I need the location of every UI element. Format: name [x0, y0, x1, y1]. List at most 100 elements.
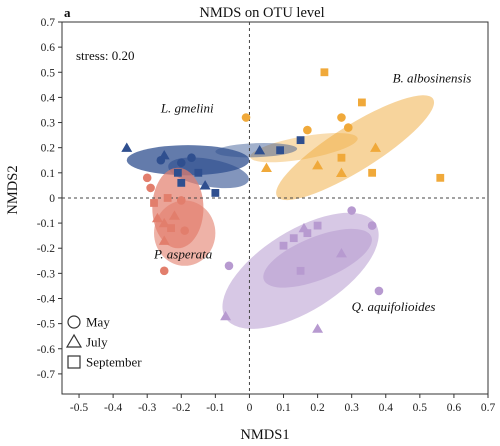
legend-july-text: July — [86, 335, 108, 350]
x-tick-label: -0.1 — [206, 402, 224, 414]
plot-border — [61, 21, 489, 395]
x-tick-label: 0.6 — [447, 402, 462, 414]
y-tick-label: 0.5 — [41, 67, 56, 79]
q-aquifolioides-point-september — [303, 229, 312, 238]
p-asperata-point-september — [167, 224, 175, 233]
b-albosinensis-point-may — [337, 113, 346, 122]
y-tick-label: 0 — [49, 193, 55, 205]
q-aquifolioides-point-may — [367, 221, 377, 230]
legend-september-marker — [67, 355, 81, 369]
axis-ticks: -0.5 -0.4 -0.3 -0.2 -0.1 0 0.1 0.2 0.3 0.4 0.5 0.6 0… — [37, 17, 496, 414]
x-tick-label: 0.5 — [413, 402, 428, 414]
x-tick-label: 0.3 — [344, 402, 359, 414]
reference-lines — [62, 22, 488, 394]
b-albosinensis-point-july — [335, 167, 347, 177]
legend-september-text: September — [86, 355, 142, 370]
x-axis-title: NMDS1 — [240, 427, 289, 443]
y-tick-label: -0.5 — [37, 319, 55, 331]
b-albosinensis-point-may — [241, 113, 251, 122]
q-aquifolioides-point-september — [296, 266, 305, 275]
y-tick-label: -0.2 — [37, 243, 55, 255]
q-aquifolioides-point-july — [335, 248, 347, 258]
l-gmelini-point-september — [296, 136, 305, 145]
p-asperata-point-july — [158, 235, 170, 245]
p-asperata-point-july — [151, 212, 163, 223]
y-tick-label: -0.3 — [37, 268, 55, 280]
l-gmelini-point-july — [121, 142, 133, 152]
q-aquifolioides-ellipse — [263, 228, 372, 288]
y-tick-label: 0.4 — [41, 92, 56, 104]
x-tick-label: 0.2 — [310, 402, 325, 414]
legend-may-text: May — [86, 315, 110, 330]
l-gmelini-point-september — [276, 146, 285, 155]
l-gmelini-point-may — [187, 153, 196, 163]
q-aquifolioides-point-september — [279, 241, 288, 250]
q-aquifolioides-point-july — [312, 323, 324, 333]
q-aquifolioides-point-may — [374, 286, 384, 296]
chart-title: NMDS on OTU level — [199, 5, 324, 21]
plot-frame — [61, 21, 489, 395]
x-tick-label: -0.2 — [172, 402, 190, 414]
q-aquifolioides-point-may — [224, 261, 234, 271]
y-tick-label: 0.6 — [41, 42, 56, 54]
q-aquifolioides-label: Q. aquifolioides — [352, 299, 436, 314]
b-albosinensis-point-september — [368, 168, 377, 177]
y-tick-label: -0.7 — [37, 369, 55, 381]
b-albosinensis-point-september — [436, 173, 445, 182]
q-aquifolioides-point-may — [347, 206, 356, 215]
y-tick-label: 0.1 — [41, 168, 56, 180]
l-gmelini-point-september — [177, 178, 186, 187]
l-gmelini-point-may — [176, 158, 186, 168]
l-gmelini-point-september — [211, 189, 220, 197]
q-aquifolioides-point-september — [313, 221, 322, 230]
p-asperata-point-may — [142, 173, 152, 183]
y-tick-label: 0.3 — [41, 118, 56, 130]
legend-july-marker — [65, 333, 83, 348]
x-tick-label: 0.1 — [276, 402, 291, 414]
b-albosinensis-ellipse — [250, 133, 358, 163]
x-tick-label: -0.4 — [104, 402, 122, 414]
y-tick-label: -0.6 — [37, 344, 55, 356]
panel-label: a — [64, 5, 71, 20]
b-albosinensis-ellipse — [276, 95, 435, 201]
l-gmelini-point-september — [194, 168, 203, 177]
b-albosinensis-point-september — [320, 68, 329, 77]
b-albosinensis-point-may — [343, 123, 353, 132]
l-gmelini-label: L. gmelini — [160, 100, 214, 115]
p-asperata-point-may — [176, 196, 186, 205]
legend-may-marker — [67, 315, 81, 329]
x-tick-label: 0.7 — [481, 402, 496, 414]
b-albosinensis-point-july — [312, 160, 324, 170]
y-tick-label: -0.1 — [37, 218, 55, 230]
q-aquifolioides-point-september — [289, 234, 298, 243]
p-asperata-label: P. asperata — [153, 246, 213, 261]
p-asperata-point-may — [159, 266, 169, 276]
p-asperata-point-may — [180, 226, 189, 235]
legend: May July September — [65, 315, 142, 370]
x-tick-label: -0.3 — [138, 402, 156, 414]
b-albosinensis-point-july — [370, 142, 381, 152]
p-asperata-point-july — [169, 210, 180, 220]
x-tick-label: -0.5 — [70, 402, 88, 414]
p-asperata-point-july — [158, 217, 170, 228]
x-tick-label: 0.4 — [379, 402, 394, 414]
b-albosinensis-point-september — [358, 98, 366, 107]
q-aquifolioides-point-july — [220, 310, 232, 321]
b-albosinensis-point-may — [303, 125, 312, 135]
b-albosinensis-point-july — [261, 162, 272, 172]
l-gmelini-point-july — [254, 144, 266, 155]
l-gmelini-point-july — [199, 180, 211, 190]
y-tick-label: 0.2 — [41, 143, 56, 155]
p-asperata-point-may — [146, 183, 155, 193]
x-tick-label: 0 — [247, 402, 253, 414]
stress-label: stress: 0.20 — [76, 48, 135, 63]
points-layer — [121, 68, 445, 333]
y-tick-label: 0.7 — [41, 17, 56, 29]
l-gmelini-point-september — [173, 168, 182, 177]
y-axis-title: NMDS2 — [5, 165, 21, 214]
b-albosinensis-point-september — [337, 153, 346, 162]
p-asperata-point-september — [150, 199, 158, 207]
p-asperata-point-september — [163, 194, 172, 202]
b-albosinensis-label: B. albosinensis — [393, 70, 472, 85]
